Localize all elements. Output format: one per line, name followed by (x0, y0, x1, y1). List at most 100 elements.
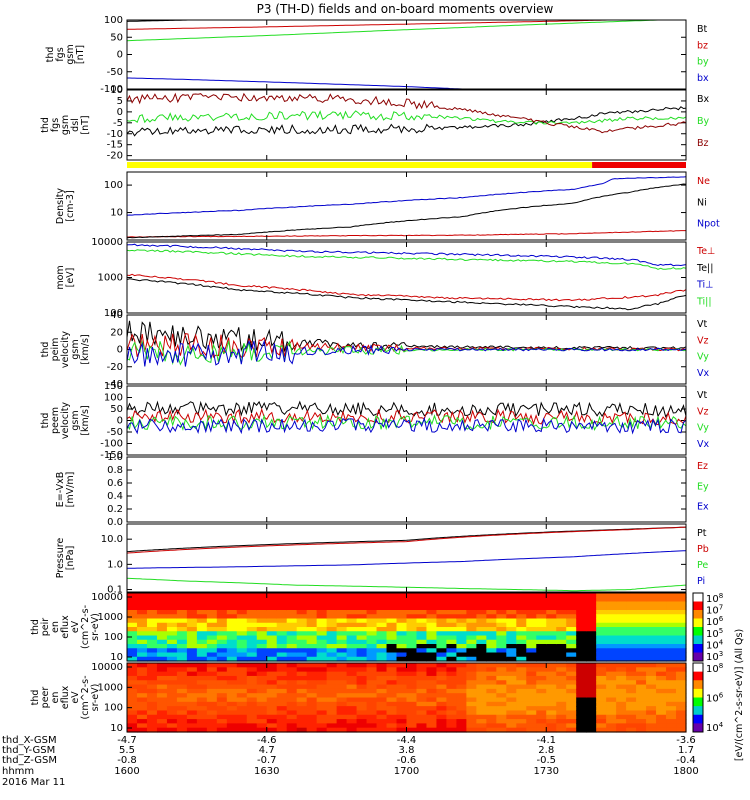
peer_spec-cell (516, 693, 527, 699)
peem_velocity-ytick-label: -100 (100, 439, 123, 450)
peir_spec-cell (127, 631, 138, 637)
peer_spec-cell (496, 663, 507, 668)
peer_spec-cell (446, 727, 458, 733)
peir_spec-cell (286, 631, 298, 637)
peer_spec-cell (216, 710, 228, 716)
peer_spec-colorbar-cell (693, 697, 703, 701)
peer_spec-cell (536, 710, 547, 716)
peir_spec-cell (216, 618, 228, 624)
peer_spec-cell (256, 727, 268, 733)
peir_spec-cell (306, 627, 318, 632)
peir_spec-cell (476, 627, 487, 632)
peir_spec-cell (206, 627, 218, 632)
peir_spec-cell (166, 652, 178, 658)
peir_spec-cell (256, 639, 268, 645)
peer_spec-cell (586, 710, 597, 716)
peer_spec-cell (146, 701, 158, 707)
peir_spec-cell (376, 648, 388, 654)
peer_spec-cell (366, 671, 378, 677)
peer_spec-cell (476, 671, 487, 677)
peir_spec-cell (646, 597, 657, 603)
peer_spec-cell (326, 693, 338, 699)
peer_spec-cell (266, 671, 278, 677)
peer_spec-cell (127, 706, 138, 712)
peer_spec-cell (606, 684, 617, 690)
peir_spec-cell (316, 648, 328, 654)
peir_spec-cell (646, 644, 657, 649)
peer_spec-cell (466, 684, 477, 690)
peir_spec-cell (366, 618, 378, 624)
peir_spec-cell (226, 652, 238, 658)
peer_spec-ylabel: thd (30, 690, 41, 706)
peir_spec-cell (136, 601, 148, 607)
peir_spec-cell (626, 627, 637, 632)
peer_spec-cell (286, 663, 298, 668)
peir_spec-cell (466, 652, 477, 658)
xaxis-value: 5.5 (119, 745, 135, 756)
peir_spec-cell (246, 601, 258, 607)
peir_spec-cell (146, 635, 158, 641)
peir_spec-colorbar-cell (693, 610, 703, 614)
peir_spec-cell (436, 622, 448, 628)
peer_spec-cell (486, 706, 497, 712)
peer_spec-cell (236, 723, 248, 729)
peir_spec-cell (516, 644, 527, 649)
peir_spec-cell (596, 648, 607, 654)
peir_spec-cell (606, 593, 617, 598)
peer_spec-cell (646, 697, 657, 703)
peir_spec-cell (606, 631, 617, 637)
peir_spec-cell (326, 610, 338, 615)
peer_spec-cell (386, 663, 398, 668)
peir_spec-cell (136, 618, 148, 624)
peim_velocity-legend-Vt: Vt (697, 319, 707, 330)
peir_spec-cell (406, 622, 418, 628)
peir_spec-cell (676, 593, 687, 598)
peir_spec-cell (606, 601, 617, 607)
peer_spec-cell (546, 688, 557, 694)
peir_spec-cell (566, 627, 577, 632)
peer_spec-cell (416, 714, 428, 720)
peir_spec-cell (596, 614, 607, 620)
peir_spec-cell (166, 656, 178, 662)
peir_spec-cell (496, 635, 507, 641)
peir_spec-cell (416, 614, 428, 620)
peer_spec-cell (356, 727, 368, 733)
peer_spec-cell (486, 714, 497, 720)
peer_spec-cell (356, 663, 368, 668)
peir_spec-cell (636, 622, 647, 628)
peer_spec-cell (156, 706, 168, 712)
peer_spec-cell (546, 675, 557, 681)
peer_spec-cell (406, 667, 418, 673)
peir_spec-cell (206, 610, 218, 615)
peer_spec-cell (476, 710, 487, 716)
peer_spec-cell (306, 684, 318, 690)
peir_spec-cell (156, 622, 168, 628)
peer_spec-cell (606, 693, 617, 699)
peer_spec-cell (576, 723, 587, 729)
peer_spec-cell (436, 701, 448, 707)
peir_spec-colorbar-cell (693, 646, 703, 651)
peir_spec-cell (296, 618, 308, 624)
peir_spec-cell (236, 652, 248, 658)
peir_spec-cell (176, 652, 188, 658)
peir_spec-cell (236, 635, 248, 641)
peer_spec-cell (386, 710, 398, 716)
peer_spec-cell (596, 706, 607, 712)
fgs_dsl-ylabel: gsm (60, 115, 71, 135)
peir_spec-cell (426, 614, 438, 620)
peir_spec-cell (576, 627, 587, 632)
peer_spec-cell (466, 675, 477, 681)
peer_spec-cell (556, 723, 567, 729)
peer_spec-cell (346, 701, 358, 707)
peir_spec-cell (266, 605, 278, 611)
fgs_dsl-ylabel: thd (40, 117, 51, 133)
peer_spec-cell (196, 684, 208, 690)
peer_spec-cell (206, 719, 218, 724)
peer_spec-cell (296, 714, 308, 720)
peir_spec-colorbar-cell (693, 655, 703, 659)
peir_spec-cell (566, 635, 577, 641)
peir_spec-cell (326, 593, 338, 598)
peer_spec-cell (216, 667, 228, 673)
peir_spec-cell (486, 618, 497, 624)
peer_spec-cell (516, 671, 527, 677)
